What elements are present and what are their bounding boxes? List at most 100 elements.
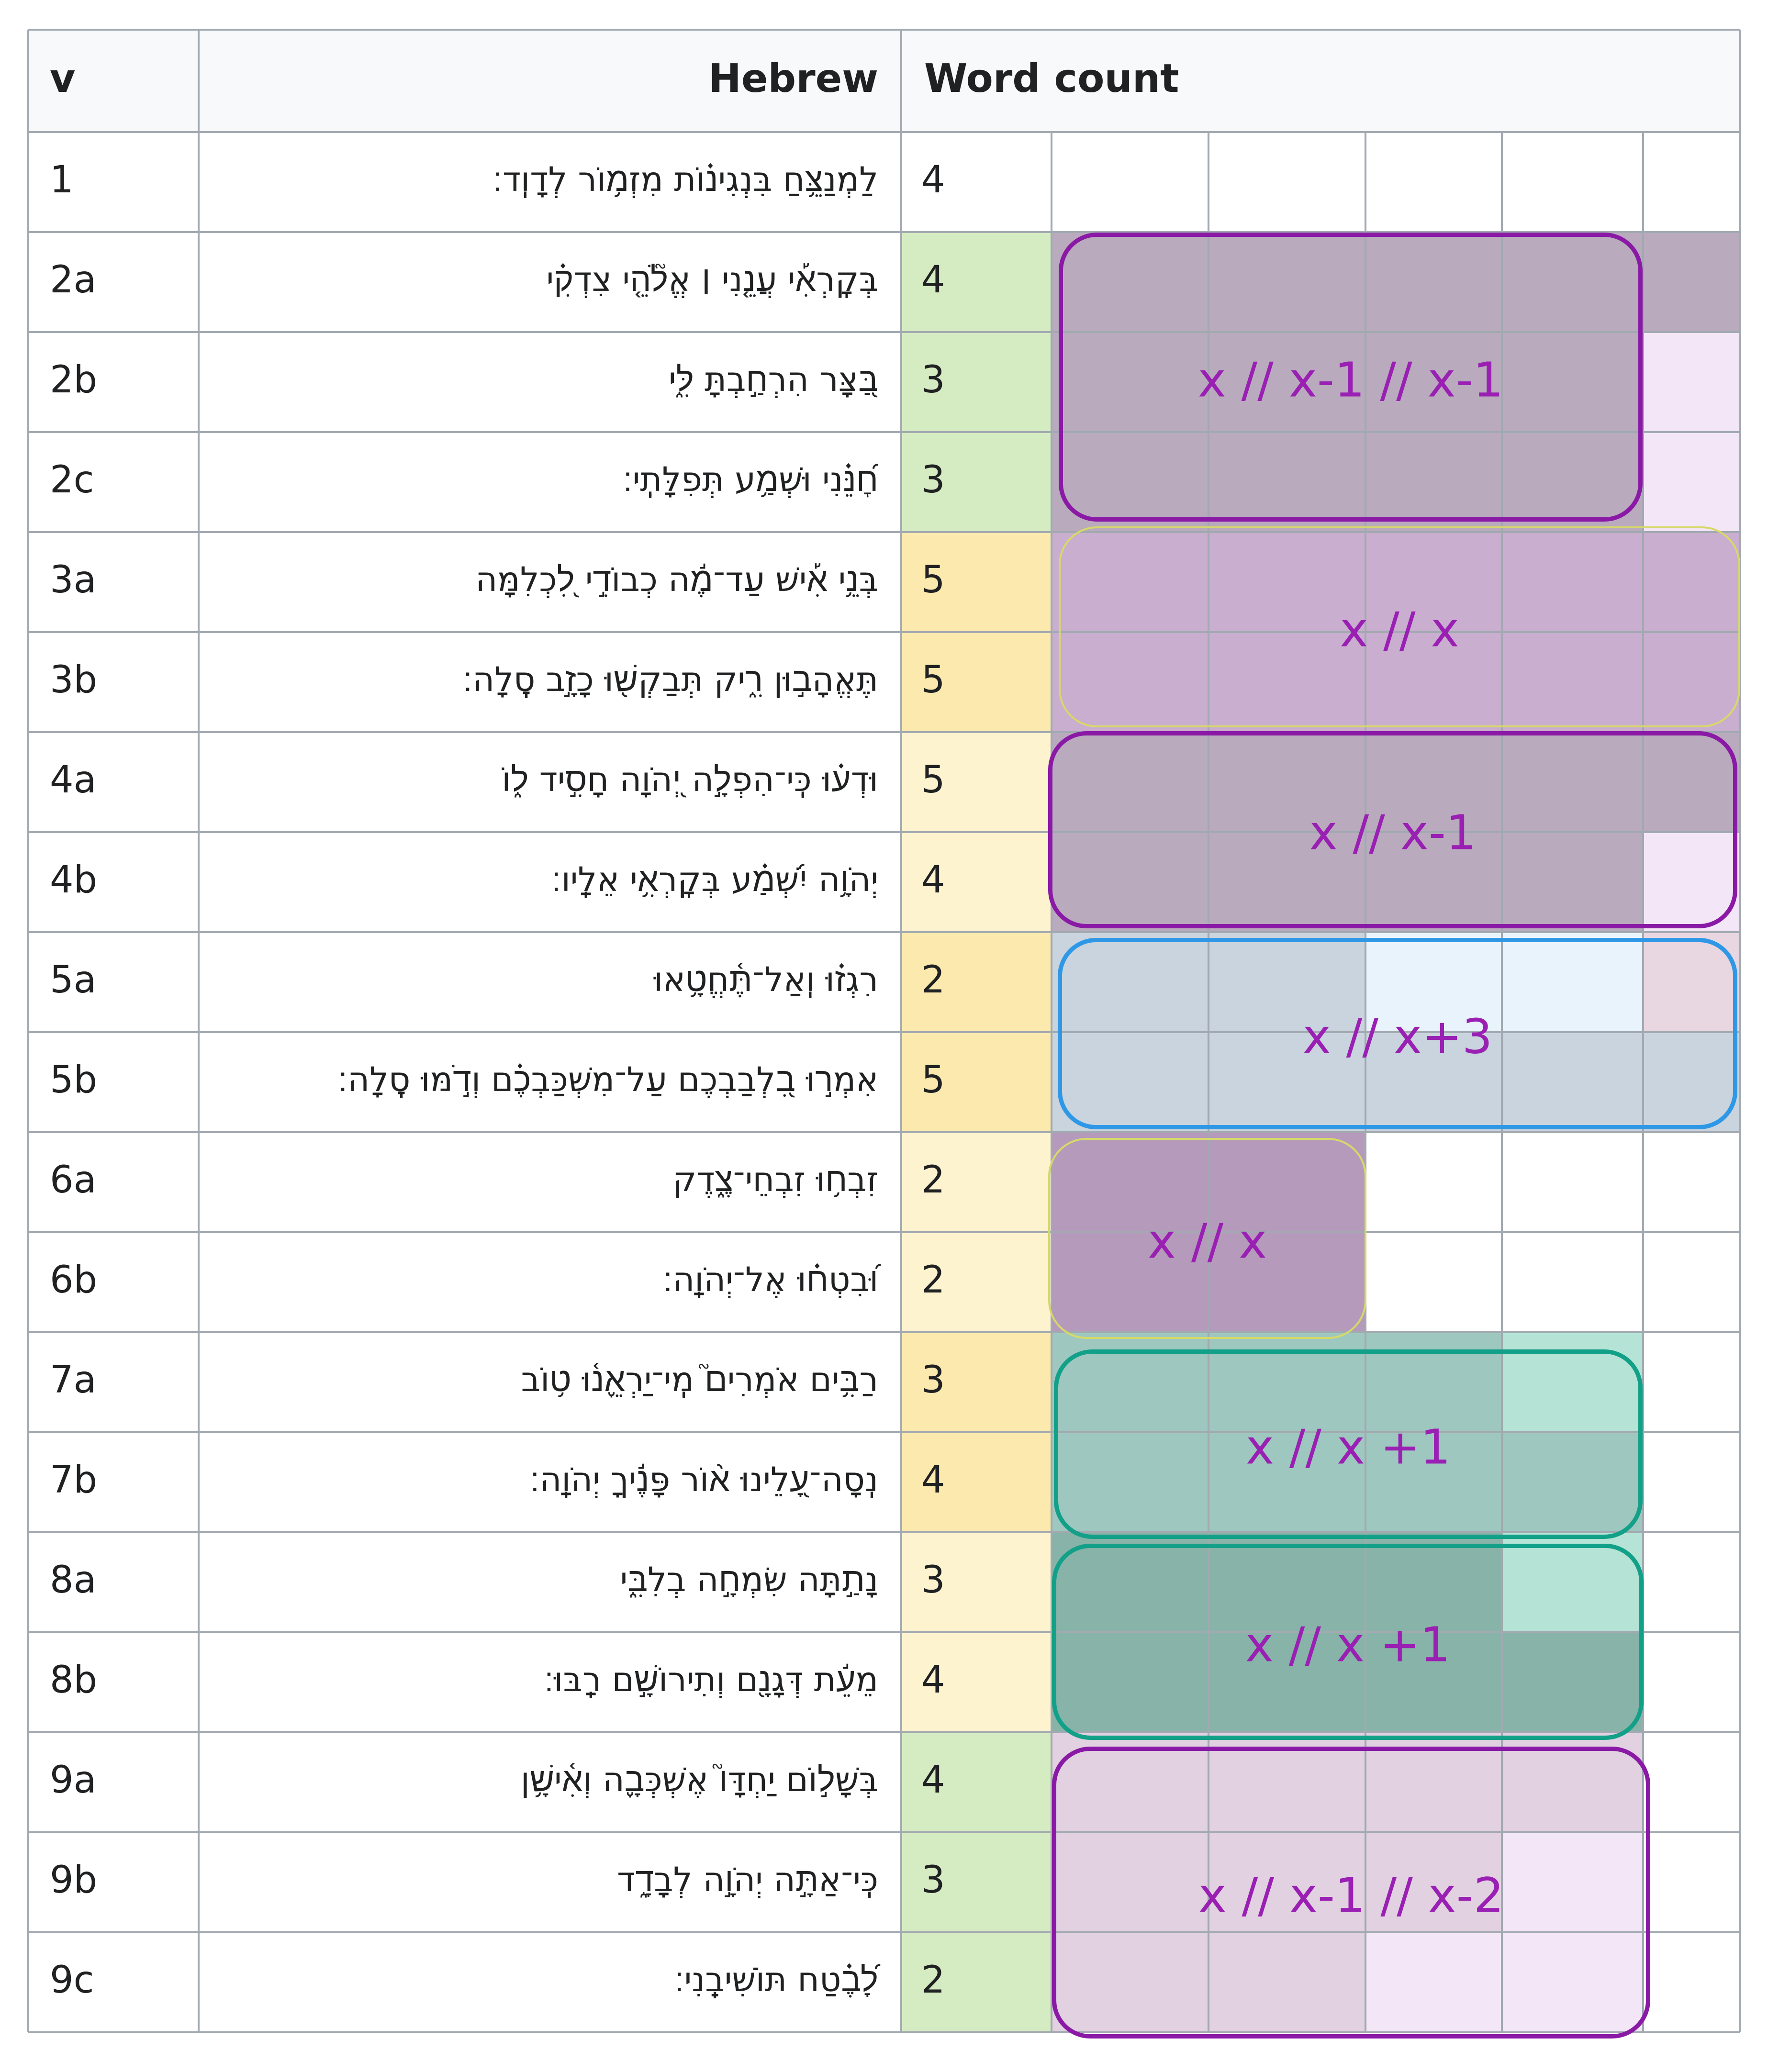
- word-count-band: [901, 1132, 1052, 1232]
- hebrew-text: רִגְז֗וּ וְֽאַל־תֶּ֫חֱטָ֥אוּ: [654, 960, 878, 999]
- group-cell: [1502, 932, 1643, 1032]
- row-divider: [28, 931, 1740, 933]
- hebrew-text: אִמְר֣וּ בִ֭לְבַבְכֶם עַל־מִשְׁכַּבְכֶ֗ם…: [337, 1060, 878, 1099]
- hebrew-text: תֶּאֱהָב֣וּן רִ֑יק תְּבַקְשׁ֖וּ כָזָ֣ב ס…: [462, 660, 878, 699]
- hebrew-text: יְהֹוָ֥ה יִ֝שְׁמַ֗ע בְּקׇרְאִ֥י אֵלָֽיו׃: [551, 860, 878, 899]
- hebrew-text: כִּֽי־אַתָּ֣ה יְהֹוָ֣ה לְבָדָ֑ד: [617, 1860, 878, 1899]
- word-count-band: [901, 1632, 1052, 1732]
- group-cell: [1209, 1632, 1365, 1732]
- parallelism-group: [1048, 731, 1737, 928]
- verse-number: 2b: [50, 358, 98, 401]
- word-count: 4: [921, 258, 945, 301]
- word-count: 5: [921, 558, 945, 602]
- verse-number: 3a: [50, 558, 97, 602]
- hebrew-text: וּדְע֗וּ כִּֽי־הִפְלָ֣ה יְ֭הֹוָה חָסִ֣יד…: [502, 760, 878, 799]
- verse-number: 7a: [50, 1359, 97, 1402]
- row-divider: [28, 831, 1740, 833]
- hebrew-text: חׇ֝נֵּ֗נִי וּשְׁמַ֥ע תְּפִלָּתִֽי׃: [623, 460, 878, 499]
- row-divider: [28, 331, 1740, 333]
- group-cell: [1502, 832, 1643, 932]
- hebrew-text: נָתַ֣תָּה שִׂמְחָ֣ה בְלִבִּ֑י: [620, 1560, 878, 1599]
- word-count: 4: [921, 1759, 945, 1802]
- parallelism-group: [1058, 938, 1737, 1129]
- group-cell: [1365, 932, 1502, 1032]
- group-cell: [1209, 1932, 1365, 2032]
- group-cell: [1643, 232, 1740, 332]
- group-cell: [1365, 332, 1502, 432]
- verse-number: 6a: [50, 1159, 97, 1202]
- group-cell: [1365, 232, 1502, 332]
- parallelism-group: [1054, 1349, 1643, 1539]
- group-cell: [1209, 732, 1365, 832]
- verse-number: 5a: [50, 958, 97, 1002]
- row-divider: [28, 2031, 1740, 2033]
- word-count: 3: [921, 1859, 945, 1902]
- group-cell: [1209, 232, 1365, 332]
- group-cell: [1209, 1432, 1365, 1532]
- group-cell: [1365, 532, 1502, 632]
- group-cell: [1365, 1632, 1502, 1732]
- hebrew-text: זִבְח֥וּ זִבְחֵי־צֶ֑דֶק: [672, 1160, 878, 1199]
- word-count-band: [901, 532, 1052, 632]
- group-cell: [1209, 532, 1365, 632]
- verse-number: 9a: [50, 1759, 97, 1802]
- parallelism-label: x // x: [1147, 1213, 1267, 1270]
- hebrew-text: בְּקׇרְאִ֡י עֲנֵ֤נִי ׀ אֱלֹ֘הֵ֤י צִדְקִ֗…: [546, 260, 878, 299]
- word-count: 5: [921, 758, 945, 802]
- group-cell: [1052, 1832, 1209, 1932]
- group-cell: [1209, 1032, 1365, 1132]
- parallelism-label: x // x +1: [1245, 1419, 1451, 1475]
- word-count: 2: [921, 958, 945, 1002]
- word-count: 4: [921, 1459, 945, 1502]
- word-count: 4: [921, 858, 945, 902]
- word-count-band: [901, 232, 1052, 332]
- row-divider: [28, 531, 1740, 533]
- hebrew-text: לַמְנַצֵּ֥חַ בִּנְגִינ֗וֹת מִזְמ֥וֹר לְד…: [492, 160, 878, 199]
- group-cell: [1365, 1532, 1502, 1632]
- hebrew-text: בְּשָׁל֣וֹם יַחְדָּו֮ אֶשְׁכְּבָ֪ה וְאִ֫…: [520, 1760, 878, 1799]
- group-cell: [1365, 1932, 1502, 2032]
- group-cell: [1209, 1832, 1365, 1932]
- word-count: 5: [921, 658, 945, 702]
- group-cell: [1365, 1832, 1502, 1932]
- word-count-band: [901, 1532, 1052, 1632]
- hebrew-text: בְּנֵ֥י אִ֡ישׁ עַד־מֶ֬ה כְבוֹדִ֣י לִ֭כְל…: [475, 560, 878, 599]
- hebrew-text: רַבִּ֥ים אֹמְרִים֮ מִֽי־יַרְאֵ֪נ֫וּ ט֥וֹ…: [521, 1360, 878, 1399]
- parallelism-group: [1059, 526, 1740, 727]
- group-cell: [1643, 332, 1740, 432]
- hebrew-text: נְֽסָה־עָ֭לֵינוּ א֨וֹר פָּנֶ֬יךָ יְהֹוָֽ…: [529, 1460, 878, 1499]
- parallelism-group: [1052, 1747, 1650, 2039]
- word-count: 2: [921, 1159, 945, 1202]
- word-count-band: [901, 1832, 1052, 1932]
- parallelism-group: [1052, 1544, 1644, 1740]
- row-divider: [28, 1731, 1740, 1733]
- group-cell: [1365, 1032, 1502, 1132]
- hebrew-text: וּ֝בִטְח֗וּ אֶל־יְהֹוָֽה׃: [662, 1260, 878, 1299]
- group-cell: [1209, 1332, 1365, 1432]
- group-cell: [1365, 1432, 1502, 1532]
- word-count: 3: [921, 458, 945, 501]
- word-count: 2: [921, 1959, 945, 2002]
- parallelism-label: x // x+3: [1302, 1008, 1493, 1065]
- group-cell: [1209, 1532, 1365, 1632]
- row-divider: [28, 1931, 1740, 1933]
- parallelism-label: x // x +1: [1245, 1616, 1451, 1673]
- verse-number: 4a: [50, 758, 97, 802]
- word-count-band: [901, 332, 1052, 432]
- parallelism-label: x // x: [1340, 602, 1459, 658]
- word-count: 3: [921, 1359, 945, 1402]
- group-cell: [1209, 332, 1365, 432]
- group-cell: [1209, 432, 1365, 532]
- grid-divider: [1208, 132, 1209, 2032]
- verse-number: 7b: [50, 1459, 98, 1502]
- group-cell: [1502, 1032, 1643, 1132]
- column-divider: [900, 30, 902, 2032]
- group-cell: [1643, 432, 1740, 532]
- row-divider: [28, 731, 1740, 733]
- row-divider: [28, 1331, 1740, 1333]
- verse-number: 2c: [50, 458, 94, 501]
- row-divider: [28, 1631, 1740, 1633]
- parallelism-label: x // x-1 // x-2: [1198, 1867, 1504, 1924]
- hebrew-text: לָ֝בֶ֗טַח תּוֹשִׁיבֵֽנִי׃: [674, 1960, 878, 1999]
- column-divider: [27, 30, 29, 2032]
